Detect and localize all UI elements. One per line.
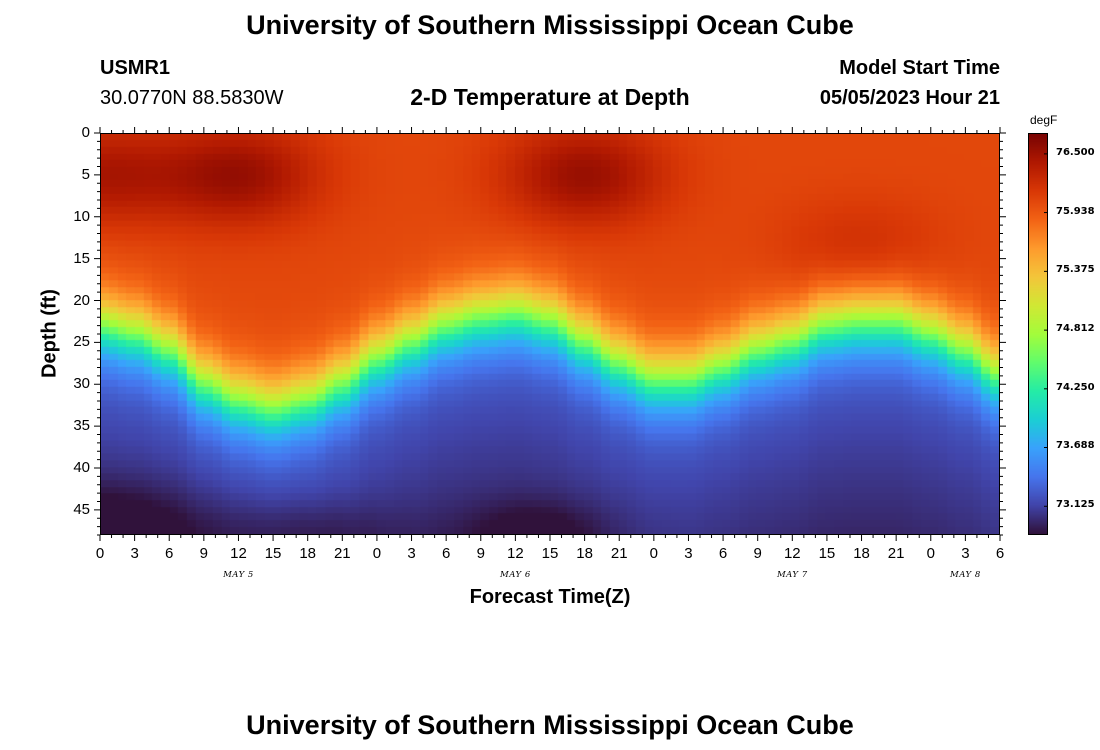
x-tick-label: 9 [476,545,485,562]
x-tick-label: 3 [684,545,693,562]
x-tick-label: 3 [961,545,970,562]
x-tick-label: 6 [165,545,174,562]
y-axis-title: Depth (ft) [38,289,61,378]
colorbar-tick-label: 73.688 [1056,440,1095,452]
temperature-heatmap [101,134,999,534]
x-tick-label: 0 [372,545,382,562]
date-label: MAY 8 [950,570,981,580]
y-tick-label: 30 [73,375,90,393]
x-tick-label: 0 [95,545,105,562]
heatmap-plot-area [100,133,1000,535]
x-tick-label: 12 [783,545,801,562]
x-tick-label: 0 [649,545,659,562]
x-tick-label: 9 [753,545,762,562]
x-tick-label: 21 [887,545,905,562]
y-tick-label: 45 [73,500,90,518]
colorbar-tick-label: 76.500 [1056,146,1095,158]
x-tick-label: 0 [926,545,935,562]
x-tick-label: 12 [507,545,524,562]
y-tick-label: 10 [73,207,90,225]
y-tick-label: 40 [73,459,90,476]
x-tick-label: 18 [576,545,593,562]
date-label: MAY 7 [776,570,808,580]
x-tick-label: 21 [333,545,351,562]
x-tick-label: 21 [610,545,628,562]
x-tick-label: 12 [230,545,247,562]
y-tick-label: 25 [73,333,90,351]
y-tick-label: 15 [73,249,90,267]
x-tick-label: 3 [130,545,139,562]
x-tick-label: 18 [853,545,870,562]
station-coordinates: 30.0770N 88.5830W [100,87,284,109]
colorbar-unit: degF [1030,113,1058,127]
y-tick-label: 20 [73,291,90,309]
x-tick-label: 6 [718,545,728,562]
x-axis-title: Forecast Time(Z) [469,586,631,608]
y-tick-label: 35 [73,417,90,435]
colorbar-tick-label: 75.938 [1056,205,1095,217]
model-start-time: 05/05/2023 Hour 21 [819,87,1000,109]
colorbar [1028,133,1048,535]
plot-title: 2-D Temperature at Depth [410,84,690,110]
x-tick-label: 3 [407,545,416,562]
footer-title: University of Southern Mississippi Ocean… [246,710,854,740]
date-label: MAY 6 [500,570,531,580]
model-start-label: Model Start Time [839,57,1000,79]
x-tick-label: 18 [299,545,317,562]
colorbar-tick-label: 74.250 [1056,381,1095,393]
x-tick-label: 15 [264,545,282,562]
date-label: MAY 5 [223,570,254,580]
station-id: USMR1 [100,57,171,79]
x-tick-label: 15 [541,545,559,562]
colorbar-tick-label: 74.812 [1056,323,1095,335]
y-tick-label: 5 [81,165,90,183]
x-tick-label: 6 [441,545,451,562]
colorbar-tick-label: 73.125 [1056,499,1095,511]
x-tick-label: 6 [995,545,1005,562]
x-tick-label: 9 [199,545,209,562]
main-title: University of Southern Mississippi Ocean… [246,10,854,40]
y-tick-label: 0 [81,124,90,141]
colorbar-tick-label: 75.375 [1056,264,1095,276]
x-tick-label: 15 [818,545,836,562]
